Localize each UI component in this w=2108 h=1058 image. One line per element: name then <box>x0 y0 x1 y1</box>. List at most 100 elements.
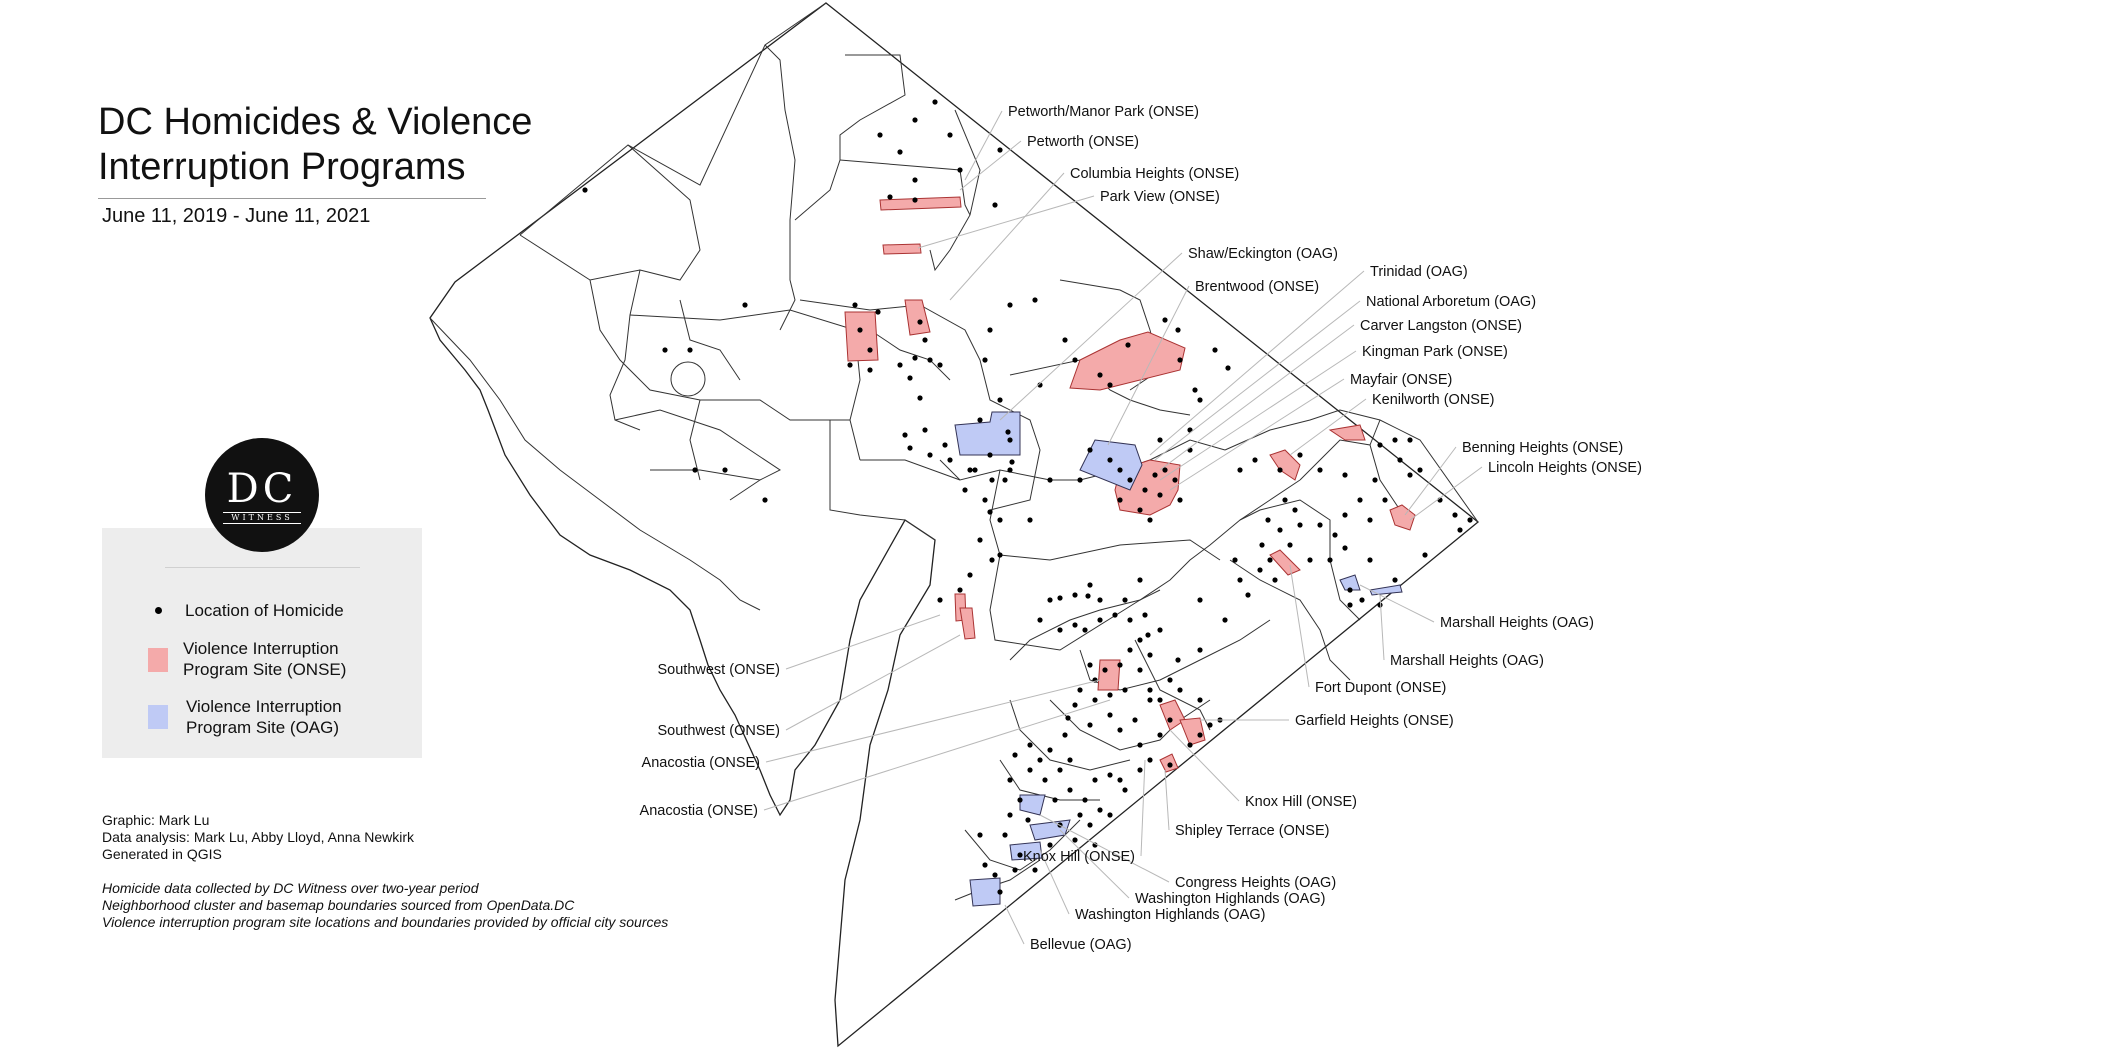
homicide-point <box>1132 717 1138 723</box>
logo-sub-text: WITNESS <box>223 512 301 524</box>
homicide-point <box>1407 437 1413 443</box>
leader-line <box>1154 300 1361 461</box>
leader-line <box>1169 729 1240 802</box>
homicide-point <box>902 432 908 438</box>
homicide-point <box>1097 807 1103 813</box>
homicide-point <box>1212 347 1218 353</box>
homicide-point <box>1137 507 1143 513</box>
legend-homicide-label: Location of Homicide <box>185 601 344 620</box>
homicide-point <box>1122 597 1128 603</box>
onse-swatch-icon <box>148 648 168 672</box>
homicide-point <box>867 367 873 373</box>
homicide-point <box>1037 757 1043 763</box>
homicide-point <box>997 517 1003 523</box>
site-shaw-eckington <box>954 411 1021 456</box>
homicide-point <box>1127 477 1133 483</box>
homicide-point <box>1092 697 1098 703</box>
homicide-point <box>1197 597 1203 603</box>
homicide-point <box>1085 593 1091 599</box>
homicide-point <box>1342 545 1348 551</box>
homicide-point <box>907 445 913 451</box>
leader-line <box>1164 769 1170 831</box>
homicide-point <box>987 327 993 333</box>
leader-line <box>1409 466 1483 521</box>
homicide-point <box>1162 467 1168 473</box>
homicide-point <box>1392 437 1398 443</box>
homicide-point <box>957 167 963 173</box>
homicide-point <box>1157 732 1163 738</box>
site-columbia-heights <box>904 299 931 336</box>
title-line-1: DC Homicides & Violence <box>98 101 533 143</box>
site-benning <box>1389 504 1416 531</box>
homicide-point <box>1317 522 1323 528</box>
homicide-point <box>1107 382 1113 388</box>
homicide-point <box>1187 742 1193 748</box>
leader-line <box>785 634 961 731</box>
homicide-point <box>867 347 873 353</box>
homicide-point <box>1397 457 1403 463</box>
homicide-point <box>582 187 588 193</box>
homicide-point <box>982 862 988 868</box>
homicide-point <box>1137 637 1143 643</box>
homicide-point <box>1377 442 1383 448</box>
site-knox-hill <box>1179 717 1206 746</box>
homicide-point <box>1342 512 1348 518</box>
homicide-point <box>912 197 918 203</box>
homicide-point <box>1047 747 1053 753</box>
credits: Graphic: Mark Lu Data analysis: Mark Lu,… <box>102 812 414 863</box>
homicide-point <box>1245 592 1251 598</box>
homicide-point <box>897 362 903 368</box>
homicide-point <box>1052 797 1058 803</box>
homicide-point <box>912 117 918 123</box>
homicide-point <box>1277 527 1283 533</box>
leader-line <box>1149 270 1365 456</box>
homicide-point <box>1037 382 1043 388</box>
homicide-point <box>1107 457 1113 463</box>
homicide-point <box>967 572 973 578</box>
homicide-point <box>1197 697 1203 703</box>
site-label: Benning Heights (ONSE) <box>1462 440 1623 456</box>
site-label: National Arboretum (OAG) <box>1366 294 1536 310</box>
homicide-point <box>1457 527 1463 533</box>
homicide-point <box>1005 429 1011 435</box>
homicide-point <box>992 202 998 208</box>
homicide-point <box>1147 697 1153 703</box>
homicide-point <box>937 362 943 368</box>
source-notes: Homicide data collected by DC Witness ov… <box>102 880 668 931</box>
homicide-point <box>1157 437 1163 443</box>
homicide-point <box>1282 497 1288 503</box>
site-label: Anacostia (ONSE) <box>640 803 758 819</box>
homicide-point <box>1117 777 1123 783</box>
site-marshall-heights-1 <box>1339 574 1361 591</box>
potomac-river <box>429 317 761 611</box>
leader-line <box>1289 398 1367 456</box>
homicide-point <box>907 375 913 381</box>
leader-line <box>1039 849 1070 915</box>
homicide-point <box>1127 647 1133 653</box>
homicide-point <box>1332 532 1338 538</box>
homicide-point <box>922 427 928 433</box>
homicide-point <box>742 302 748 308</box>
homicide-point <box>1147 687 1153 693</box>
homicide-point <box>1027 767 1033 773</box>
homicide-point <box>1007 437 1013 443</box>
site-label: Shaw/Eckington (OAG) <box>1188 246 1338 262</box>
site-labels: Petworth/Manor Park (ONSE) Petworth (ONSE… <box>640 104 1642 953</box>
homicide-point <box>1167 677 1173 683</box>
homicide-point <box>997 552 1003 558</box>
homicide-point <box>1012 752 1018 758</box>
homicide-point <box>1087 822 1093 828</box>
site-label: Washington Highlands (OAG) <box>1135 891 1325 907</box>
homicide-point <box>982 497 988 503</box>
site-label: Marshall Heights (OAG) <box>1390 653 1544 669</box>
homicide-point <box>1142 487 1148 493</box>
anacostia-river <box>1009 479 1301 661</box>
homicide-point <box>1072 592 1078 598</box>
legend-oag-line-2: Program Site (OAG) <box>186 718 340 737</box>
dc-boundary <box>429 2 1480 1048</box>
note-site-source: Violence interruption program site locat… <box>102 914 669 930</box>
homicide-point <box>1117 662 1123 668</box>
homicide-point <box>1267 557 1273 563</box>
homicide-point <box>1157 492 1163 498</box>
site-label: Petworth/Manor Park (ONSE) <box>1008 104 1199 120</box>
